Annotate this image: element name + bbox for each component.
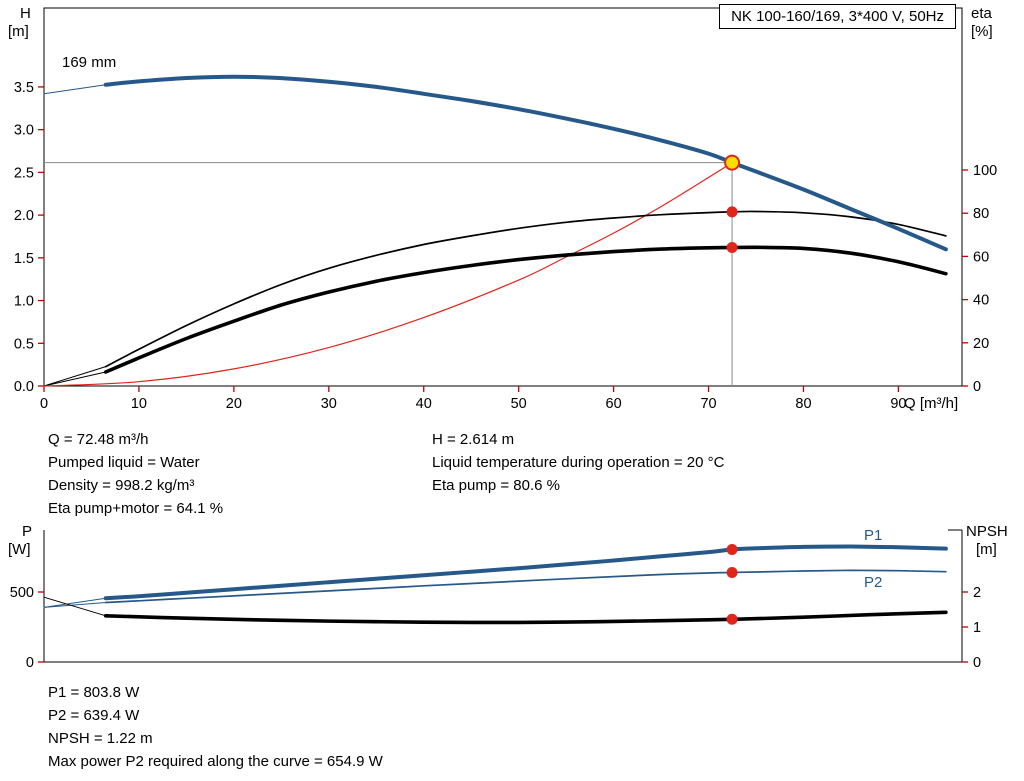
qh-curve-ext <box>43 84 107 95</box>
h-axis-symbol: H <box>20 5 31 22</box>
qh-curve <box>103 74 948 252</box>
p-axis-label: P [W] <box>8 523 32 559</box>
p1-curve <box>103 544 948 601</box>
x-tick-label: 70 <box>700 396 716 412</box>
duty-info-right-column: H = 2.614 m Liquid temperature during op… <box>432 428 724 497</box>
y-tick-label: 0 <box>26 655 34 671</box>
h-axis-label: H [m] <box>8 5 31 41</box>
eta-pump-motor-curve <box>103 245 948 374</box>
result-p2: P2 = 639.4 W <box>48 707 140 724</box>
info-pumped-liquid: Pumped liquid = Water <box>48 454 200 471</box>
y-tick-label: 2.5 <box>14 165 34 181</box>
eta-pump-curve <box>104 210 947 368</box>
y-tick-label: 100 <box>973 163 997 179</box>
result-p1: P1 = 803.8 W <box>48 684 140 701</box>
info-h: H = 2.614 m <box>432 431 515 448</box>
affinity-parabola <box>43 162 733 387</box>
y-tick-label: 60 <box>973 249 989 265</box>
info-liquid-temperature: Liquid temperature during operation = 20… <box>432 454 725 471</box>
p-axis-symbol: P <box>22 523 33 540</box>
info-density: Density = 998.2 kg/m³ <box>48 477 195 494</box>
y-tick-label: 40 <box>973 293 989 309</box>
info-q: Q = 72.48 m³/h <box>48 431 149 448</box>
npsh-axis-unit: [m] <box>976 541 997 558</box>
y-tick-label: 0.0 <box>14 379 34 395</box>
eta-pump-motor-curve-ext <box>43 371 107 387</box>
eta-axis-unit: [%] <box>971 23 993 40</box>
y-tick-label: 3.0 <box>14 123 34 139</box>
info-eta-pump: Eta pump = 80.6 % <box>432 477 560 494</box>
x-tick-label: 20 <box>226 396 242 412</box>
plot-frame <box>43 7 963 387</box>
q-axis-unit-label: Q [m³/h] <box>904 395 959 412</box>
x-tick-label: 40 <box>416 396 432 412</box>
npsh-point <box>726 613 738 625</box>
result-max-p2: Max power P2 required along the curve = … <box>48 753 383 770</box>
result-npsh: NPSH = 1.22 m <box>48 730 153 747</box>
p1-point <box>726 543 738 555</box>
y-tick-label: 0 <box>973 655 981 671</box>
eta-pump-motor-point <box>726 242 738 254</box>
y-tick-label: 0 <box>973 379 981 395</box>
y-tick-label: 80 <box>973 206 989 222</box>
p2-curve-label: P2 <box>864 574 883 591</box>
p1-curve-ext <box>43 597 107 608</box>
y-tick-label: 2 <box>973 585 981 601</box>
x-tick-label: 80 <box>795 396 811 412</box>
y-tick-label: 1.0 <box>14 294 34 310</box>
info-eta-pump-motor: Eta pump+motor = 64.1 % <box>48 500 224 517</box>
y-tick-label: 3.5 <box>14 80 34 96</box>
p2-curve-ext <box>43 602 107 608</box>
eta-axis-symbol: eta <box>971 5 992 22</box>
y-tick-label: 1.5 <box>14 251 34 267</box>
eta-pump-curve-ext <box>43 366 107 387</box>
p2-curve <box>104 569 947 604</box>
y-tick-label: 500 <box>10 585 34 601</box>
eta-axis-label: eta [%] <box>971 5 993 41</box>
npsh-axis-label: NPSH [m] <box>966 523 1008 559</box>
npsh-axis-symbol: NPSH <box>966 523 1008 540</box>
npsh-curve-ext <box>43 596 107 617</box>
p2-point <box>726 566 738 578</box>
duty-point[interactable] <box>724 154 741 171</box>
y-tick-label: 1 <box>973 620 981 636</box>
impeller-diameter-label: 169 mm <box>62 54 117 71</box>
x-tick-label: 10 <box>131 396 147 412</box>
duty-info-left-column: Q = 72.48 m³/h Pumped liquid = Water Den… <box>48 428 223 520</box>
x-tick-label: 50 <box>511 396 527 412</box>
y-tick-label: 2.0 <box>14 208 34 224</box>
x-tick-label: 90 <box>890 396 906 412</box>
pump-title-box: NK 100-160/169, 3*400 V, 50Hz <box>719 4 956 29</box>
y-tick-label: 0.5 <box>14 336 34 352</box>
x-tick-label: 30 <box>321 396 337 412</box>
eta-pump-point <box>726 206 738 218</box>
p1-curve-label: P1 <box>864 527 883 544</box>
npsh-curve <box>103 610 948 625</box>
x-tick-label: 0 <box>40 396 48 412</box>
p-axis-unit: [W] <box>8 541 31 558</box>
x-tick-label: 60 <box>606 396 622 412</box>
results-block: P1 = 803.8 W P2 = 639.4 W NPSH = 1.22 m … <box>48 681 383 773</box>
h-axis-unit: [m] <box>8 23 29 40</box>
y-tick-label: 20 <box>973 336 989 352</box>
